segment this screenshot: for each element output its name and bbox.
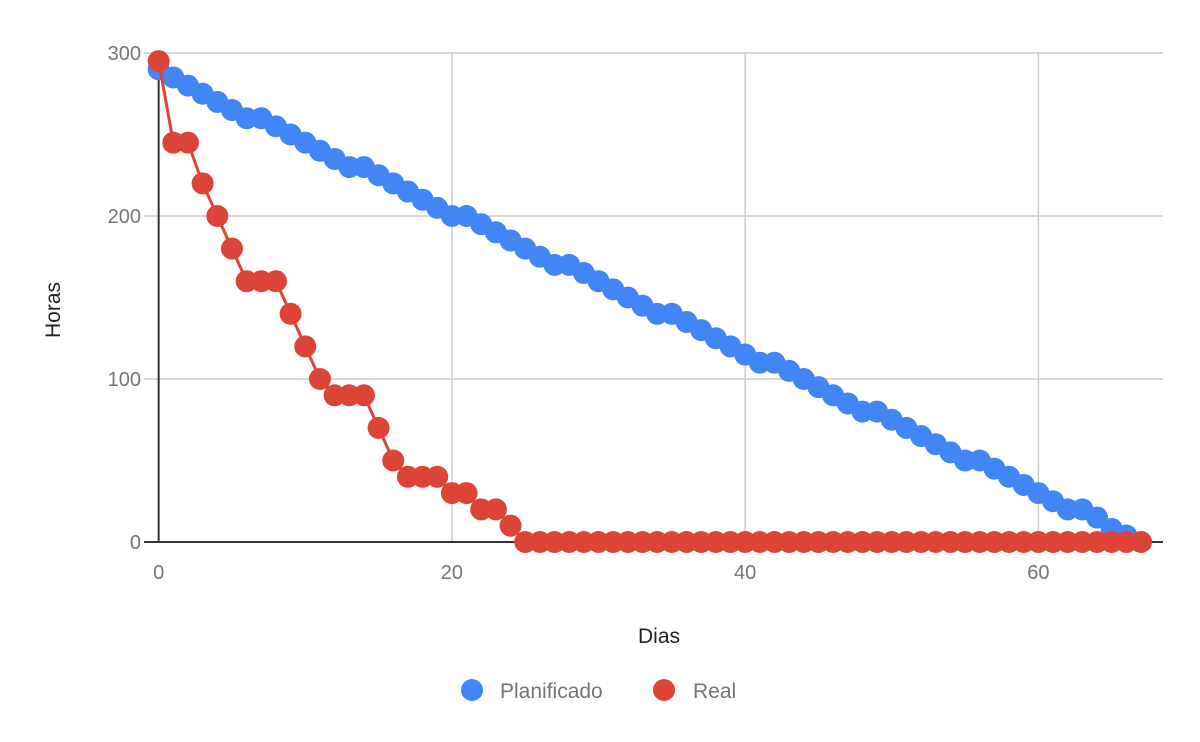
x-tick-label-20: 20 xyxy=(441,562,463,584)
y-tick-label-100: 100 xyxy=(108,369,141,391)
data-point-real[interactable] xyxy=(367,416,390,439)
legend: Planificado Real xyxy=(461,679,736,703)
x-axis-title: Dias xyxy=(638,625,680,648)
legend-label-planificado: Planificado xyxy=(500,680,603,703)
data-point-real[interactable] xyxy=(484,498,507,521)
y-tick-label-200: 200 xyxy=(108,206,141,228)
x-tick-label-0: 0 xyxy=(153,562,164,584)
data-point-real[interactable] xyxy=(455,482,478,505)
data-point-real[interactable] xyxy=(191,172,214,195)
data-point-real[interactable] xyxy=(147,50,170,73)
data-point-real[interactable] xyxy=(426,465,449,488)
y-tick-label-0: 0 xyxy=(130,532,141,554)
data-point-real[interactable] xyxy=(382,449,405,472)
series-planificado xyxy=(147,58,1138,547)
legend-label-real: Real xyxy=(693,680,736,703)
data-point-real[interactable] xyxy=(352,384,375,407)
data-point-real[interactable] xyxy=(1130,531,1153,553)
grid-lines xyxy=(144,52,1163,542)
data-point-real[interactable] xyxy=(206,205,229,227)
data-point-real[interactable] xyxy=(264,270,287,293)
data-point-real[interactable] xyxy=(279,302,302,325)
data-point-real[interactable] xyxy=(308,368,331,390)
y-tick-label-300: 300 xyxy=(108,43,141,65)
x-tick-label-60: 60 xyxy=(1027,562,1049,584)
data-point-real[interactable] xyxy=(499,514,522,537)
y-axis-title: Horas xyxy=(42,282,65,338)
y-tick-labels: 0 100 200 300 xyxy=(108,43,141,554)
data-point-real[interactable] xyxy=(294,335,317,358)
x-tick-labels: 0 20 40 60 xyxy=(153,562,1049,584)
legend-swatch-real xyxy=(653,679,675,701)
legend-item-real[interactable]: Real xyxy=(653,679,736,703)
legend-item-planificado[interactable]: Planificado xyxy=(461,679,603,703)
series-real xyxy=(147,50,1153,553)
x-tick-label-40: 40 xyxy=(734,562,756,584)
data-point-real[interactable] xyxy=(176,131,199,154)
data-point-real[interactable] xyxy=(220,237,243,260)
legend-swatch-planificado xyxy=(461,679,483,701)
series-layer xyxy=(147,50,1153,553)
